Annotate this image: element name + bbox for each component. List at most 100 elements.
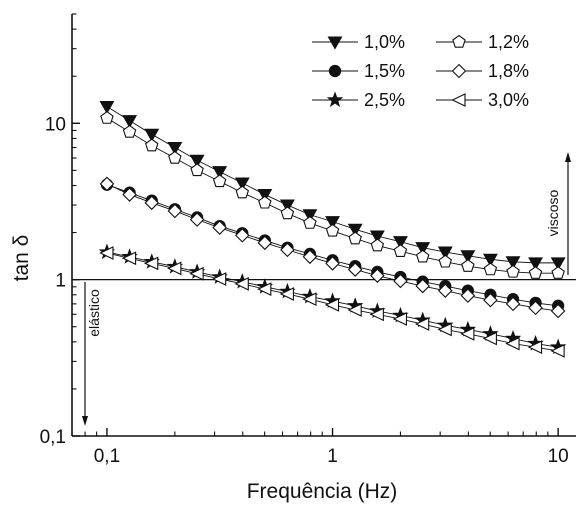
data-point xyxy=(189,212,205,227)
data-point xyxy=(393,273,408,289)
data-point xyxy=(437,246,453,260)
legend-marker xyxy=(326,91,344,107)
legend-label: 1,2% xyxy=(488,32,529,52)
data-point xyxy=(190,163,204,177)
data-point xyxy=(415,242,431,256)
data-point xyxy=(483,292,498,308)
data-point xyxy=(167,261,182,276)
y-tick-label: 10 xyxy=(45,114,66,135)
data-point xyxy=(482,331,497,346)
data-point xyxy=(461,259,475,272)
data-point xyxy=(550,344,565,358)
legend-marker xyxy=(451,63,467,79)
data-point xyxy=(212,174,227,188)
data-point xyxy=(550,257,566,271)
legend-item: 1,0% xyxy=(312,32,405,52)
data-point xyxy=(167,141,183,156)
data-point xyxy=(212,166,228,180)
series-1 xyxy=(99,100,566,271)
data-point xyxy=(211,272,227,286)
data-point xyxy=(369,307,384,322)
data-point xyxy=(144,195,160,211)
data-point xyxy=(99,176,115,192)
data-point xyxy=(279,287,294,301)
series-2 xyxy=(100,110,565,279)
data-point xyxy=(235,185,250,199)
legend-item: 1,8% xyxy=(436,61,529,81)
data-point xyxy=(189,154,205,168)
data-point xyxy=(279,199,295,213)
data-point xyxy=(257,235,273,251)
legend-label: 1,8% xyxy=(488,61,529,81)
data-point xyxy=(257,189,273,203)
data-point xyxy=(370,238,385,252)
data-point xyxy=(212,220,227,235)
series-layer xyxy=(98,100,567,358)
legend-label: 2,5% xyxy=(364,90,405,110)
data-point xyxy=(506,264,520,278)
data-point xyxy=(347,303,362,317)
elastico-arrowhead xyxy=(82,416,88,426)
legend-marker xyxy=(328,64,342,78)
data-point xyxy=(325,216,340,230)
data-point xyxy=(234,228,250,243)
data-point xyxy=(527,340,543,355)
legend-item: 3,0% xyxy=(436,90,529,110)
viscoso-annotation: viscoso xyxy=(545,152,571,275)
data-point xyxy=(437,322,452,337)
y-tick-label: 1 xyxy=(55,271,66,292)
data-point xyxy=(99,100,115,115)
data-point xyxy=(280,206,295,220)
data-point xyxy=(505,296,521,312)
y-axis-label: tan δ xyxy=(10,235,33,282)
x-tick-label: 0,1 xyxy=(94,446,120,467)
data-point xyxy=(280,242,295,258)
data-point xyxy=(302,209,318,223)
data-point xyxy=(145,138,159,152)
plot-frame xyxy=(71,14,576,437)
data-point xyxy=(122,187,137,202)
data-point xyxy=(482,253,498,267)
data-point xyxy=(122,124,137,138)
x-tick-label: 10 xyxy=(548,446,569,467)
legend-marker xyxy=(452,34,466,48)
data-point xyxy=(234,177,250,191)
series-line xyxy=(106,184,559,307)
data-point xyxy=(189,266,204,281)
x-axis-label: Frequência (Hz) xyxy=(247,480,398,503)
data-point xyxy=(551,266,565,279)
legend-label: 3,0% xyxy=(488,90,529,110)
series-3 xyxy=(100,178,565,312)
data-point xyxy=(369,230,385,244)
data-point xyxy=(347,262,363,277)
series-4 xyxy=(99,176,566,319)
x-tick-label: 1 xyxy=(327,446,338,467)
data-point xyxy=(121,251,137,266)
data-point xyxy=(528,257,543,271)
data-point xyxy=(144,128,160,142)
data-point xyxy=(303,216,317,229)
data-point xyxy=(302,292,317,307)
legend-label: 1,5% xyxy=(364,61,405,81)
data-point xyxy=(393,244,408,257)
data-point xyxy=(168,150,182,164)
data-point xyxy=(505,256,521,270)
data-point xyxy=(370,268,385,283)
legend-label: 1,0% xyxy=(364,32,405,52)
data-point xyxy=(325,256,340,271)
series-line xyxy=(106,117,559,274)
data-point xyxy=(324,297,340,312)
data-point xyxy=(414,317,430,331)
data-point xyxy=(257,282,272,296)
viscoso-arrowhead xyxy=(565,152,571,162)
data-point xyxy=(122,115,138,129)
data-point xyxy=(483,262,498,276)
data-point xyxy=(438,254,453,268)
viscoso-label: viscoso xyxy=(545,189,561,236)
data-point xyxy=(392,312,408,326)
series-6 xyxy=(99,246,565,358)
data-point xyxy=(550,303,566,319)
data-point xyxy=(460,326,475,341)
legend-item: 1,5% xyxy=(312,61,405,81)
